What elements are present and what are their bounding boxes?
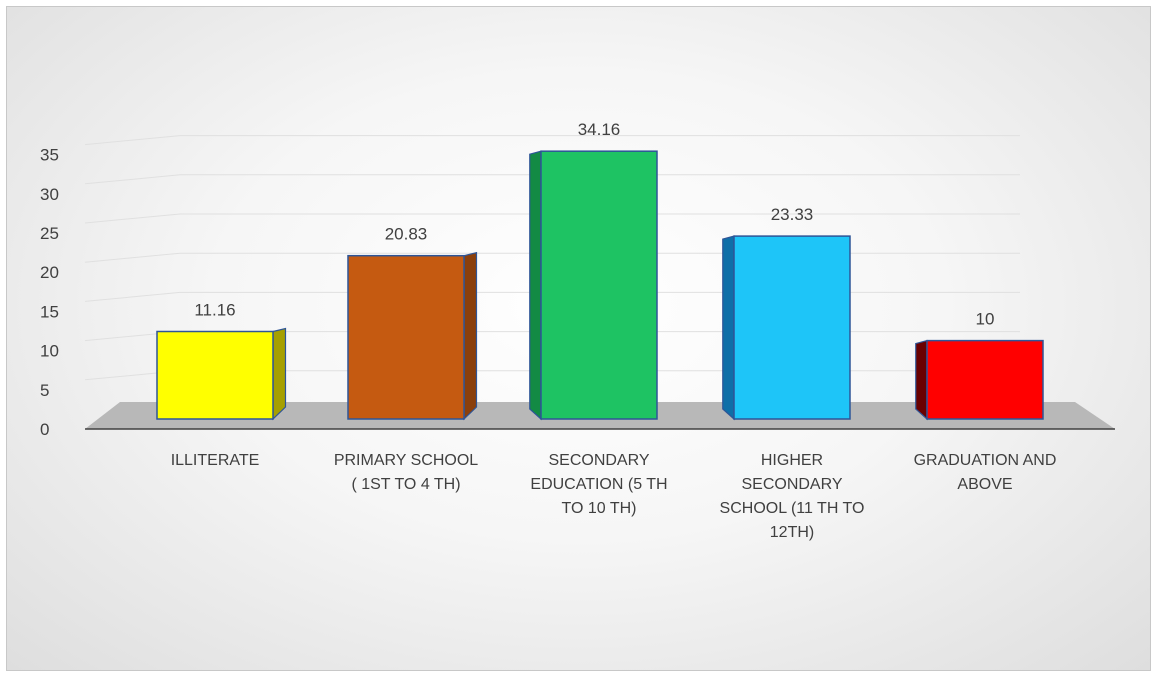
bars bbox=[156, 150, 1044, 421]
category-label: GRADUATION AND ABOVE bbox=[914, 452, 1057, 493]
y-axis-ticks: 0 5 10 15 20 25 30 35 bbox=[40, 146, 59, 439]
bar bbox=[926, 339, 1044, 420]
y-tick-label: 10 bbox=[40, 342, 59, 361]
data-label: 10 bbox=[976, 310, 995, 329]
bar-group bbox=[915, 339, 1044, 421]
category-label-line: ILLITERATE bbox=[171, 452, 260, 469]
y-tick-label: 15 bbox=[40, 302, 59, 321]
category-label-line: 12TH) bbox=[770, 524, 814, 541]
bar-side bbox=[463, 251, 478, 421]
bar-side bbox=[529, 150, 542, 421]
category-label-line: EDUCATION (5 TH bbox=[530, 476, 667, 493]
bar bbox=[733, 235, 851, 420]
category-label-line: SECONDARY bbox=[548, 452, 649, 469]
category-labels: ILLITERATE PRIMARY SCHOOL ( 1ST TO 4 TH) SE… bbox=[171, 452, 1057, 541]
y-tick-label: 25 bbox=[40, 224, 59, 243]
category-label-line: SCHOOL (11 TH TO bbox=[720, 500, 865, 517]
y-tick-label: 5 bbox=[40, 381, 49, 400]
gridline bbox=[84, 213, 1020, 224]
bar-side bbox=[915, 339, 928, 421]
data-label: 23.33 bbox=[771, 205, 814, 224]
bar-side bbox=[722, 235, 735, 421]
category-label-line: HIGHER bbox=[761, 452, 823, 469]
bar bbox=[347, 254, 465, 420]
category-label: HIGHER SECONDARY SCHOOL (11 TH TO 12TH) bbox=[720, 452, 865, 541]
category-label: SECONDARY EDUCATION (5 TH TO 10 TH) bbox=[530, 452, 667, 517]
y-tick-label: 0 bbox=[40, 420, 49, 439]
bar-group bbox=[722, 235, 851, 421]
gridline bbox=[84, 174, 1020, 185]
bar bbox=[540, 150, 658, 420]
data-label: 11.16 bbox=[194, 301, 235, 320]
category-label-line: ABOVE bbox=[957, 476, 1012, 493]
gridline bbox=[84, 135, 1020, 146]
category-label-line: GRADUATION AND bbox=[914, 452, 1057, 469]
category-label-line: PRIMARY SCHOOL bbox=[334, 452, 478, 469]
bar bbox=[156, 330, 274, 420]
data-label: 20.83 bbox=[385, 225, 428, 244]
category-label-line: SECONDARY bbox=[741, 476, 842, 493]
bar-group bbox=[156, 327, 287, 421]
y-tick-label: 20 bbox=[40, 263, 59, 282]
category-label-line: ( 1ST TO 4 TH) bbox=[351, 476, 460, 493]
category-label-line: TO 10 TH) bbox=[562, 500, 637, 517]
category-label: ILLITERATE bbox=[171, 452, 260, 469]
y-tick-label: 35 bbox=[40, 146, 59, 165]
bar-side bbox=[272, 327, 287, 421]
category-label: PRIMARY SCHOOL ( 1ST TO 4 TH) bbox=[334, 452, 478, 493]
data-labels: 11.16 20.83 34.16 23.33 10 bbox=[194, 120, 994, 328]
y-tick-label: 30 bbox=[40, 185, 59, 204]
bar-group bbox=[347, 251, 478, 421]
bar-group bbox=[529, 150, 658, 421]
data-label: 34.16 bbox=[578, 120, 621, 139]
